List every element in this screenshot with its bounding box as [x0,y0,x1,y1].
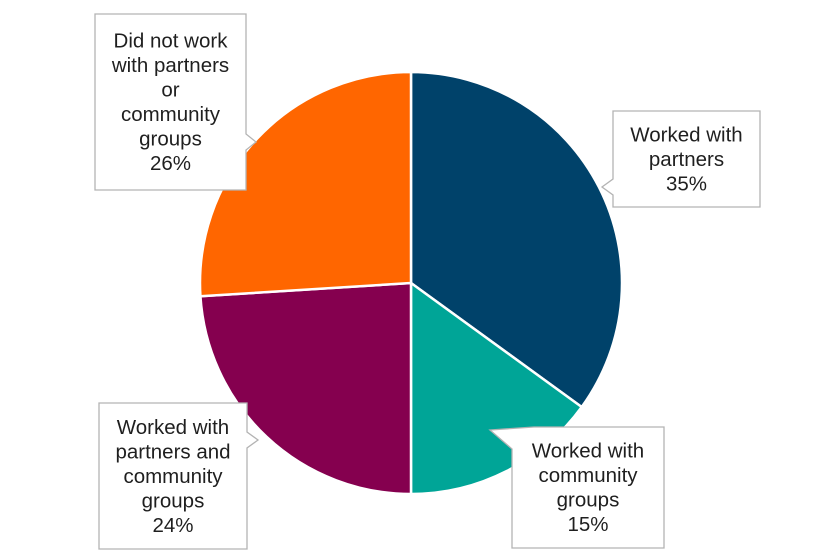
callout-box [600,110,761,208]
slice-worked-with-partners [409,70,624,409]
callout-value-label: 15% [567,513,608,536]
callout-category-label: or [161,79,179,102]
callout-category-label: partners and [115,440,230,463]
callout-category-label: groups [139,128,202,151]
callout-category-label: community [121,103,221,126]
pie-slices [198,70,624,496]
callout-category-label: community [538,464,638,487]
callout-box [488,426,665,549]
slice-did-not-work [198,70,413,298]
slice-worked-with-partners-and-community-groups [199,281,413,496]
callout-value-label: 24% [152,514,193,537]
callout-category-label: with partners [111,54,229,77]
callout-category-label: groups [142,489,205,512]
callout-category-label: Worked with [532,440,644,463]
callout-category-label: Did not work [114,30,229,53]
callout-box [94,13,258,191]
callout-category-label: Worked with [630,123,742,146]
callout-value-label: 26% [150,152,191,175]
callout-category-label: groups [557,489,620,512]
callout-box [98,402,260,550]
callout-category-label: community [123,465,223,488]
callout-value-label: 35% [666,172,707,195]
callout-category-label: partners [649,148,724,171]
callout-category-label: Worked with [117,416,229,439]
